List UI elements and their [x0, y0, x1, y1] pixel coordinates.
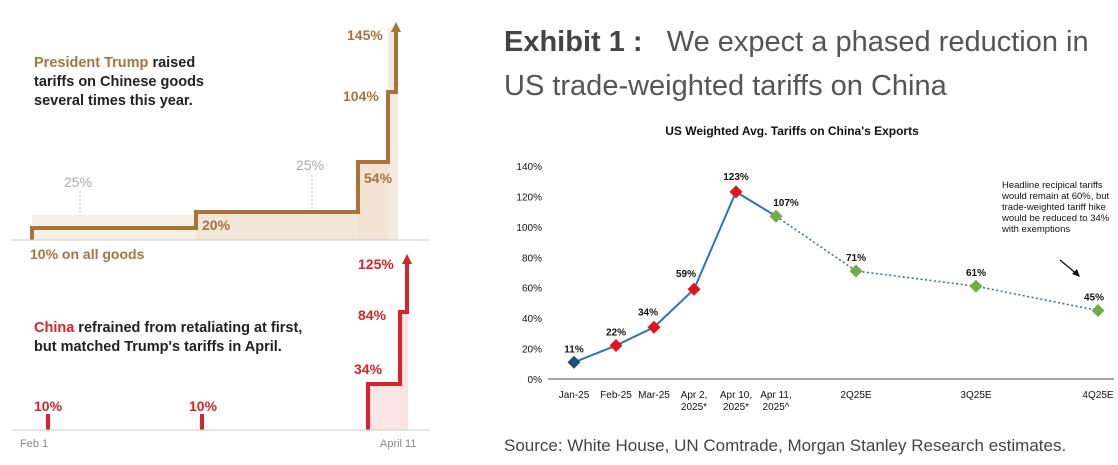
us-arrow-head — [391, 22, 401, 32]
ms-markers — [567, 185, 1105, 369]
annotation-arrow-head — [1072, 269, 1080, 277]
left-panel: 25% 25% 20% 54% 104% 145% 10% on all goo… — [0, 0, 440, 460]
us-step-area-4 — [388, 28, 398, 240]
annotation-line-2: would remain at 60%, but — [1001, 191, 1110, 202]
data-value-label: 123% — [723, 172, 749, 183]
y-tick-label: 20% — [522, 345, 542, 356]
us-label-145: 145% — [347, 27, 383, 43]
china-tariff-line — [366, 262, 409, 430]
data-point-marker — [1091, 304, 1105, 318]
china-label-10a: 10% — [34, 398, 63, 414]
us-tariff-chart: 25% 25% 20% 54% 104% 145% 10% on all goo… — [12, 22, 430, 262]
data-value-label: 34% — [638, 307, 658, 318]
exhibit-title-1: We expect a phased reduction in — [666, 26, 1089, 58]
y-tick-label: 80% — [522, 253, 542, 264]
annotation-line-5: with exemptions — [1001, 224, 1070, 235]
y-tick-label: 100% — [516, 223, 542, 234]
data-point-marker — [969, 279, 983, 293]
exhibit-title-2: US trade-weighted tariffs on China — [504, 70, 947, 102]
china-label-34: 34% — [354, 361, 383, 377]
us-label-20: 20% — [202, 217, 231, 233]
data-value-label: 11% — [564, 344, 584, 355]
x-tick-label: Feb-25 — [600, 390, 632, 401]
china-label-125: 125% — [358, 256, 394, 272]
china-area-1 — [368, 384, 400, 430]
data-point-marker — [567, 355, 581, 369]
ms-annotation: Headline recipical tariffs would remain … — [1001, 180, 1110, 277]
data-value-label: 59% — [676, 269, 696, 280]
annotation-line-4: would be reduced to 34% — [1001, 213, 1110, 224]
china-arrow-head — [402, 254, 412, 264]
data-point-marker — [729, 185, 743, 199]
source-note: Source: White House, UN Comtrade, Morgan… — [504, 436, 1067, 455]
ms-y-ticks: 0% 20% 40% 60% 80% 100% 120% 140% — [516, 162, 542, 386]
data-value-label: 71% — [846, 253, 866, 264]
ms-chart-title: US Weighted Avg. Tariffs on China's Expo… — [665, 124, 919, 138]
y-tick-label: 140% — [516, 162, 542, 173]
annotation-line-3: trade-weighted tariff hike — [1002, 202, 1106, 213]
y-tick-label: 40% — [522, 314, 542, 325]
x-tick-label: 2025* — [681, 402, 707, 413]
actual-series-line — [573, 190, 777, 364]
top-caption-line-1: President Trump raised — [34, 55, 195, 71]
data-value-label: 45% — [1084, 293, 1104, 304]
data-point-marker — [849, 264, 863, 278]
china-tariff-chart: 10% 10% 34% 84% 125% China refrained fro… — [12, 254, 430, 450]
annotation-line-1: Headline recipical tariffs — [1002, 180, 1103, 191]
us-tariff-line — [30, 30, 398, 240]
bottom-caption-line-2: but matched Trump's tariffs in April. — [34, 339, 282, 355]
china-label-84: 84% — [358, 307, 387, 323]
us-label-10-all: 10% on all goods — [30, 246, 145, 262]
ms-value-labels: 11% 22% 34% 59% 123% 107% 71% 61% 45% — [564, 172, 1104, 355]
x-tick-label: Apr 11, — [760, 390, 792, 401]
ms-series-lines — [573, 190, 1099, 364]
us-step-area-2 — [196, 210, 358, 240]
ms-x-ticks: Jan-25 Feb-25 Mar-25 Apr 2,2025*Apr 10,2025… — [559, 390, 1114, 413]
x-tick-label: 2Q25E — [840, 390, 871, 401]
forecast-series-line — [775, 215, 1099, 312]
top-caption-line-3: several times this year. — [34, 93, 193, 109]
x-tick-label: 2025* — [723, 402, 749, 413]
x-tick-label: 3Q25E — [960, 390, 991, 401]
us-label-54: 54% — [364, 170, 393, 186]
x-tick-label: 4Q25E — [1082, 390, 1113, 401]
us-label-104: 104% — [343, 88, 379, 104]
bottom-caption-line-1: China refrained from retaliating at firs… — [34, 320, 302, 336]
china-area-2 — [400, 312, 408, 430]
data-value-label: 22% — [606, 328, 626, 339]
x-tick-label: 2025^ — [763, 402, 790, 413]
ms-tariff-chart: US Weighted Avg. Tariffs on China's Expo… — [516, 124, 1114, 413]
proposed-label-1: 25% — [64, 174, 92, 190]
exhibit-label: Exhibit 1 : — [504, 26, 643, 58]
exhibit-title-line-1: Exhibit 1 : We expect a phased reduction… — [504, 20, 1114, 64]
data-value-label: 107% — [773, 198, 799, 209]
x-tick-label: Jan-25 — [559, 390, 590, 401]
x-tick-label: Apr 2, — [681, 390, 708, 401]
data-value-label: 61% — [966, 268, 986, 279]
y-tick-label: 60% — [522, 284, 542, 295]
data-point-marker — [647, 320, 661, 334]
data-point-marker — [769, 209, 783, 223]
china-label-10b: 10% — [189, 398, 218, 414]
proposed-label-2: 25% — [296, 157, 324, 173]
exhibit-heading: Exhibit 1 : We expect a phased reduction… — [504, 20, 1114, 108]
x-label-start: Feb 1 — [20, 438, 48, 450]
right-panel: Exhibit 1 : We expect a phased reduction… — [490, 0, 1118, 460]
data-point-marker — [687, 282, 701, 296]
x-tick-label: Apr 10, — [720, 390, 752, 401]
top-caption-line-2: tariffs on Chinese goods — [34, 74, 204, 90]
x-label-end: April 11 — [380, 438, 416, 450]
us-step-area-3 — [358, 160, 388, 240]
left-chart-svg: 25% 25% 20% 54% 104% 145% 10% on all goo… — [12, 22, 430, 450]
x-tick-label: Mar-25 — [638, 390, 670, 401]
y-tick-label: 0% — [528, 375, 543, 386]
y-tick-label: 120% — [516, 192, 542, 203]
data-point-marker — [609, 339, 623, 353]
